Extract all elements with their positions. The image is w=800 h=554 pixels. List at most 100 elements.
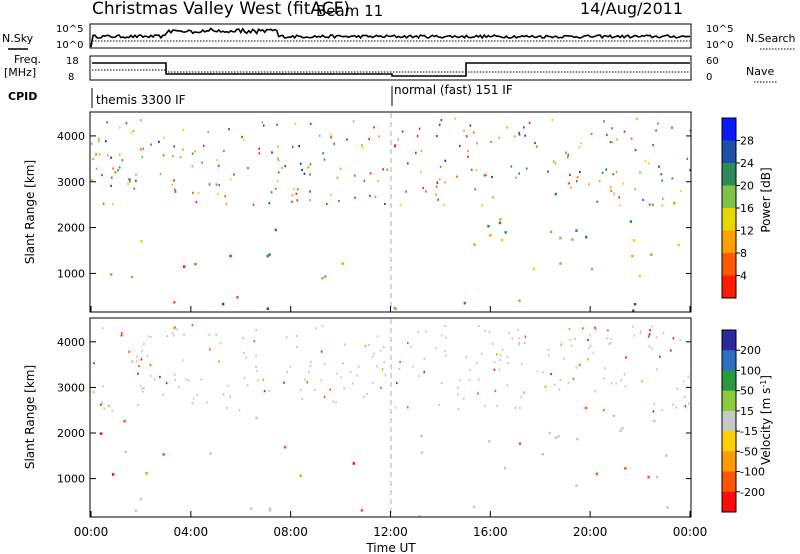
range-cell [369, 172, 372, 175]
range-cell [559, 236, 562, 240]
range-cell [548, 354, 550, 357]
colorbar-tick-label: 12 [740, 225, 754, 238]
range-cell [242, 336, 244, 339]
range-cell [607, 329, 609, 332]
range-cell [162, 393, 164, 396]
time-axis-label: Time UT [365, 541, 416, 554]
range-cell [101, 401, 104, 404]
range-cell [559, 378, 562, 382]
range-cell [309, 364, 312, 367]
range-cell [677, 243, 680, 247]
range-cell [127, 182, 129, 185]
range-cell [256, 370, 258, 373]
range-cell [98, 139, 100, 143]
range-cell [121, 331, 123, 335]
range-cell [434, 347, 437, 350]
y-tick-label: 1000 [57, 473, 85, 486]
range-cell [423, 371, 425, 374]
range-cell [165, 382, 168, 385]
range-cell [579, 170, 581, 173]
range-cell [672, 403, 674, 406]
range-cell [376, 365, 378, 368]
range-cell [689, 129, 692, 132]
range-cell [110, 184, 112, 187]
range-cell [101, 327, 104, 330]
range-cell [380, 386, 382, 389]
range-cell [475, 169, 478, 172]
range-cell [281, 166, 283, 170]
range-cell [162, 154, 165, 157]
range-cell [425, 330, 427, 333]
range-cell [632, 325, 634, 328]
range-cell [491, 175, 493, 179]
range-cell [111, 409, 114, 412]
freq-right-tick-bottom: 0 [706, 72, 712, 83]
range-cell [650, 253, 653, 256]
range-cell [510, 165, 513, 168]
time-tick-label: 20:00 [573, 525, 608, 539]
range-cell [417, 330, 420, 333]
range-cell [361, 143, 363, 147]
range-cell [112, 203, 114, 206]
range-cell [584, 406, 588, 410]
range-cell [418, 515, 421, 518]
freq-label-line2: [MHz] [4, 66, 36, 79]
range-cell [639, 171, 641, 174]
freq-trace [92, 62, 690, 77]
range-cell [553, 383, 556, 386]
range-cell [102, 202, 105, 205]
range-cell [301, 168, 303, 172]
range-cell [405, 190, 407, 193]
range-cell [472, 131, 475, 134]
range-cell [554, 192, 557, 196]
range-cell [571, 238, 574, 241]
range-cell [518, 131, 520, 134]
range-cell [301, 397, 304, 400]
colorbar-tick-label: 28 [740, 135, 754, 148]
range-cell [520, 396, 523, 399]
range-cell [245, 356, 248, 359]
range-cell [606, 133, 608, 136]
range-cell [102, 385, 105, 388]
colorbar-swatch [722, 431, 736, 452]
range-cell [398, 367, 401, 371]
range-cell [215, 333, 218, 336]
power-colorbar: 4 8 12 16 20 24 28 [721, 117, 754, 299]
range-cell [682, 380, 685, 383]
range-cell [163, 136, 165, 139]
range-cell [229, 395, 231, 398]
range-cell [494, 389, 497, 392]
range-cell [576, 180, 578, 183]
range-cell [182, 148, 184, 151]
range-cell [342, 362, 344, 365]
range-cell [623, 373, 626, 376]
range-cell [173, 145, 176, 148]
range-cell [222, 393, 225, 396]
range-cell [354, 196, 356, 199]
range-cell [141, 349, 143, 352]
range-cell [159, 172, 162, 176]
range-cell [443, 204, 446, 207]
range-cell [506, 356, 509, 359]
range-cell [623, 130, 626, 133]
range-cell [332, 400, 334, 403]
range-cell [603, 377, 605, 380]
range-cell [523, 391, 525, 394]
range-cell [92, 390, 95, 394]
range-cell [438, 403, 440, 406]
range-cell [200, 378, 203, 381]
range-cell [373, 352, 375, 355]
range-cell [655, 475, 659, 479]
range-cell [661, 409, 663, 412]
range-cell [137, 372, 139, 375]
range-cell [659, 355, 661, 358]
range-cell [266, 254, 269, 258]
range-cell [191, 152, 194, 155]
range-cell [298, 145, 300, 148]
range-cell [605, 168, 608, 171]
range-cell [595, 472, 598, 476]
range-cell [308, 371, 310, 374]
range-cell [323, 396, 326, 399]
range-cell [457, 408, 460, 411]
